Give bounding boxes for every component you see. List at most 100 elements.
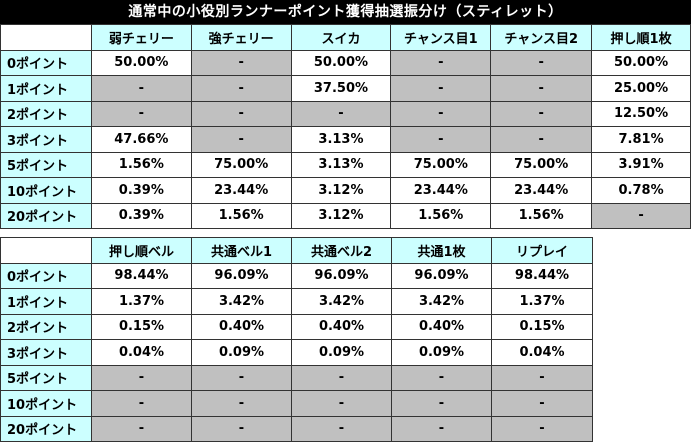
table-cell: 1.56% <box>390 202 492 229</box>
table-cell: 3.12% <box>290 202 392 229</box>
table-cell: - <box>190 126 292 153</box>
table-cell: 98.44% <box>491 262 593 289</box>
row-header: 10ポイント <box>0 390 92 417</box>
column-header: 強チェリー <box>190 24 292 51</box>
table-cell: - <box>490 100 593 127</box>
table-cell: 1.56% <box>490 202 593 229</box>
table-cell: 0.39% <box>90 177 192 204</box>
table-cell: 3.42% <box>391 288 492 315</box>
column-header: 押し順ベル <box>91 237 192 264</box>
table-row: 5ポイント - - - - - <box>0 364 593 391</box>
column-header: スイカ <box>290 24 392 51</box>
table-cell: 0.09% <box>291 339 392 366</box>
table-cell: - <box>491 390 593 417</box>
table-cell: 0.40% <box>191 313 292 340</box>
row-header: 3ポイント <box>0 126 92 153</box>
column-header: リプレイ <box>491 237 593 264</box>
table-header-row: 押し順ベル 共通ベル1 共通ベル2 共通1枚 リプレイ <box>0 237 593 264</box>
table-cell: 0.40% <box>391 313 492 340</box>
column-header: 共通ベル1 <box>191 237 292 264</box>
table-cell: - <box>391 364 492 391</box>
table-cell: - <box>390 126 492 153</box>
table-cell: 75.00% <box>390 151 492 178</box>
table-cell: 0.40% <box>291 313 392 340</box>
table-cell: - <box>191 390 292 417</box>
row-header: 5ポイント <box>0 151 92 178</box>
column-header: 共通1枚 <box>391 237 492 264</box>
table-cell: - <box>491 415 593 442</box>
table-cell: - <box>591 202 691 229</box>
table-cell: - <box>190 100 292 127</box>
table-row: 10ポイント 0.39% 23.44% 3.12% 23.44% 23.44% 0.78% <box>0 177 691 204</box>
table-row: 5ポイント 1.56% 75.00% 3.13% 75.00% 75.00% 3.91% <box>0 151 691 178</box>
table-cell: 37.50% <box>290 75 392 102</box>
table-cell: 1.56% <box>90 151 192 178</box>
table-row: 10ポイント - - - - - <box>0 390 593 417</box>
table-cell: 96.09% <box>191 262 292 289</box>
table-cell: 0.09% <box>191 339 292 366</box>
column-header: チャンス目1 <box>390 24 492 51</box>
table-cell: 7.81% <box>591 126 691 153</box>
table-cell: - <box>90 75 192 102</box>
table-cell: 1.37% <box>91 288 192 315</box>
table-cell: - <box>490 49 593 76</box>
table-cell: - <box>391 390 492 417</box>
table-cell: - <box>390 75 492 102</box>
table-cell: 47.66% <box>90 126 192 153</box>
table-cell: 23.44% <box>390 177 492 204</box>
table-cell: 1.56% <box>190 202 292 229</box>
row-header: 1ポイント <box>0 75 92 102</box>
table-cell: 50.00% <box>90 49 192 76</box>
table-cell: - <box>391 415 492 442</box>
table-cell: 1.37% <box>491 288 593 315</box>
table-cell: - <box>291 364 392 391</box>
table-cell: 12.50% <box>591 100 691 127</box>
table-cell: 3.12% <box>290 177 392 204</box>
table-cell: 3.13% <box>290 126 392 153</box>
table-cell: - <box>190 75 292 102</box>
row-header: 20ポイント <box>0 415 92 442</box>
table-cell: 50.00% <box>591 49 691 76</box>
table-cell: 23.44% <box>490 177 593 204</box>
row-header: 10ポイント <box>0 177 92 204</box>
column-header: チャンス目2 <box>490 24 593 51</box>
table-cell: - <box>491 364 593 391</box>
table-row: 20ポイント 0.39% 1.56% 3.12% 1.56% 1.56% - <box>0 202 691 229</box>
table-cell: - <box>390 49 492 76</box>
page-title: 通常中の小役別ランナーポイント獲得抽選振分け（スティレット） <box>0 0 691 24</box>
table-cell: 0.78% <box>591 177 691 204</box>
table-cell: - <box>190 49 292 76</box>
row-header: 2ポイント <box>0 313 92 340</box>
table-cell: - <box>91 364 192 391</box>
table-row: 0ポイント 98.44% 96.09% 96.09% 96.09% 98.44% <box>0 262 593 289</box>
table-cell: 0.09% <box>391 339 492 366</box>
corner-cell <box>0 24 92 51</box>
table-cell: - <box>291 415 392 442</box>
table-cell: - <box>291 390 392 417</box>
row-header: 20ポイント <box>0 202 92 229</box>
table-row: 1ポイント - -37.50% - -25.00% <box>0 75 691 102</box>
table-header-row: 弱チェリー 強チェリー スイカ チャンス目1 チャンス目2 押し順1枚 <box>0 24 691 51</box>
table-cell: 75.00% <box>490 151 593 178</box>
table-cell: - <box>90 100 192 127</box>
table-cell: 50.00% <box>290 49 392 76</box>
table-row: 3ポイント 47.66% -3.13% - -7.81% <box>0 126 691 153</box>
column-header: 共通ベル2 <box>291 237 392 264</box>
table-row: 2ポイント 0.15% 0.40% 0.40% 0.40% 0.15% <box>0 313 593 340</box>
table-cell: 3.42% <box>291 288 392 315</box>
table-cell: 3.13% <box>290 151 392 178</box>
table-cell: - <box>490 75 593 102</box>
row-header: 0ポイント <box>0 49 92 76</box>
table-cell: - <box>191 364 292 391</box>
table-cell: - <box>191 415 292 442</box>
corner-cell <box>0 237 92 264</box>
column-header: 弱チェリー <box>90 24 192 51</box>
table-row: 1ポイント 1.37% 3.42% 3.42% 3.42% 1.37% <box>0 288 593 315</box>
table-cell: 0.04% <box>491 339 593 366</box>
table-row: 2ポイント - - - - -12.50% <box>0 100 691 127</box>
table-common-role-points: 押し順ベル 共通ベル1 共通ベル2 共通1枚 リプレイ 0ポイント 98.44% 9… <box>0 237 593 442</box>
table-cell: 0.15% <box>491 313 593 340</box>
table-row: 0ポイント 50.00% -50.00% - -50.00% <box>0 49 691 76</box>
row-header: 1ポイント <box>0 288 92 315</box>
table-cell: 3.42% <box>191 288 292 315</box>
